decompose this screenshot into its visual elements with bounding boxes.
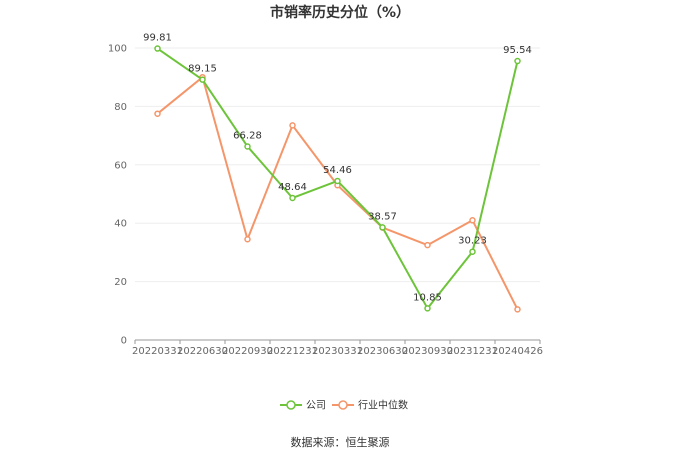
data-source: 数据来源：恒生聚源	[291, 435, 390, 449]
data-point	[154, 45, 161, 52]
data-label: 99.81	[143, 33, 172, 44]
x-tick-label: 20230930	[402, 346, 453, 357]
data-point	[469, 217, 476, 224]
x-tick-label: 20220630	[177, 346, 228, 357]
legend-marker	[338, 400, 348, 410]
legend[interactable]: 公司 行业中位数	[280, 399, 408, 412]
data-label: 89.15	[188, 64, 217, 75]
data-point	[244, 143, 251, 150]
data-label: 30.23	[458, 236, 487, 247]
data-label: 10.85	[413, 292, 442, 303]
data-point	[289, 194, 296, 202]
y-tick-label: 60	[114, 160, 127, 171]
data-point	[514, 306, 521, 313]
data-point	[244, 236, 251, 243]
data-point	[469, 248, 476, 255]
data-labels: 99.81 89.15 66.28 48.64 54.46 38.57 10.85 30.23…	[143, 33, 532, 304]
data-label: 48.64	[278, 182, 307, 193]
x-tick-label: 20230630	[357, 346, 408, 357]
data-label: 38.57	[368, 211, 397, 222]
data-point	[199, 76, 206, 83]
y-tick-label: 80	[114, 102, 127, 113]
y-tick-label: 20	[114, 277, 127, 288]
series-lines	[154, 45, 521, 313]
data-point	[334, 177, 341, 185]
x-tick-label: 20220930	[222, 346, 273, 357]
x-tick-label: 20231231	[447, 346, 498, 357]
series-line-industry-median	[156, 76, 519, 310]
data-point	[514, 57, 521, 65]
data-label: 66.28	[233, 130, 262, 141]
x-tick-label: 20221231	[267, 346, 318, 357]
data-point	[424, 305, 431, 312]
legend-item-company[interactable]: 公司	[280, 400, 326, 412]
legend-label: 行业中位数	[358, 399, 408, 412]
data-point	[289, 122, 296, 129]
legend-marker	[286, 400, 296, 410]
data-point	[154, 110, 161, 117]
legend-label: 公司	[306, 401, 326, 412]
y-tick-label: 100	[108, 44, 127, 55]
data-label: 95.54	[503, 45, 532, 56]
data-label: 54.46	[323, 165, 352, 176]
data-point	[424, 241, 431, 249]
x-tick-label: 20230331	[312, 346, 363, 357]
chart-title: 市销率历史分位（%）	[270, 4, 410, 21]
x-tick-label: 20220331	[132, 346, 183, 357]
data-point	[379, 224, 386, 231]
legend-item-industry-median[interactable]: 行业中位数	[332, 399, 408, 412]
axes: 0 20 40 60 80 100 2022033120220630202209302022…	[108, 44, 543, 358]
x-tick-label: 20240426	[492, 346, 543, 357]
y-tick-label: 40	[114, 219, 127, 230]
y-tick-label: 0	[121, 336, 127, 347]
